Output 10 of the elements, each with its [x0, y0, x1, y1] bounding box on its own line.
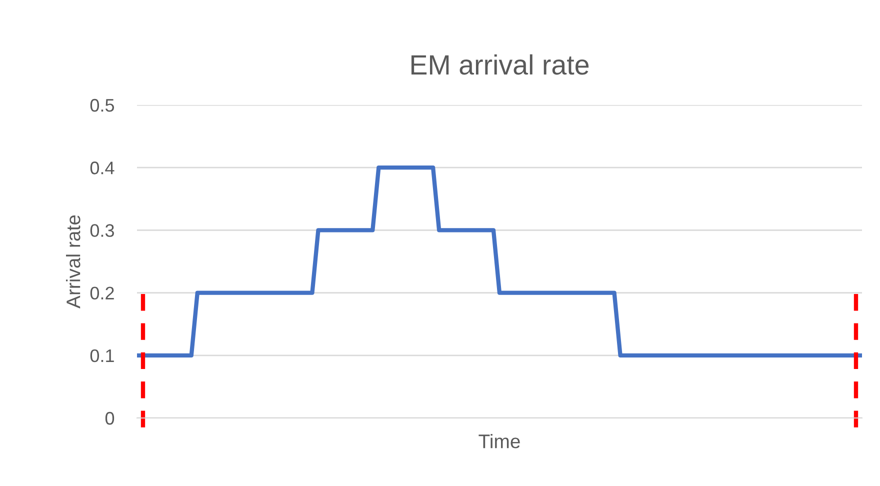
- line-series: [137, 166, 862, 358]
- chart-title: EM arrival rate: [411, 54, 589, 75]
- y-axis-title: Arrival rate: [66, 215, 80, 308]
- y-tick-label: 0.2: [90, 286, 114, 300]
- y-tick-label: 0.4: [90, 162, 114, 174]
- y-tick-label: 0.1: [90, 349, 114, 362]
- y-tick-label: 0.3: [90, 224, 114, 237]
- y-tick-label: 0: [105, 412, 114, 425]
- x-axis-title: Time: [478, 434, 520, 448]
- y-tick-label: 0.5: [90, 98, 114, 112]
